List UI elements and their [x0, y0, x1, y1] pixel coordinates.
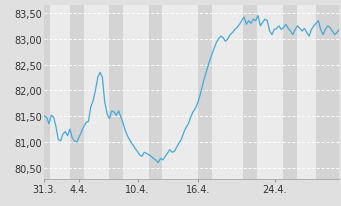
Bar: [70, 6, 84, 179]
Bar: [109, 6, 122, 179]
Bar: [198, 6, 212, 179]
Bar: [44, 6, 50, 179]
Bar: [149, 6, 162, 179]
Bar: [316, 6, 339, 179]
Bar: [243, 6, 257, 179]
Bar: [283, 6, 297, 179]
